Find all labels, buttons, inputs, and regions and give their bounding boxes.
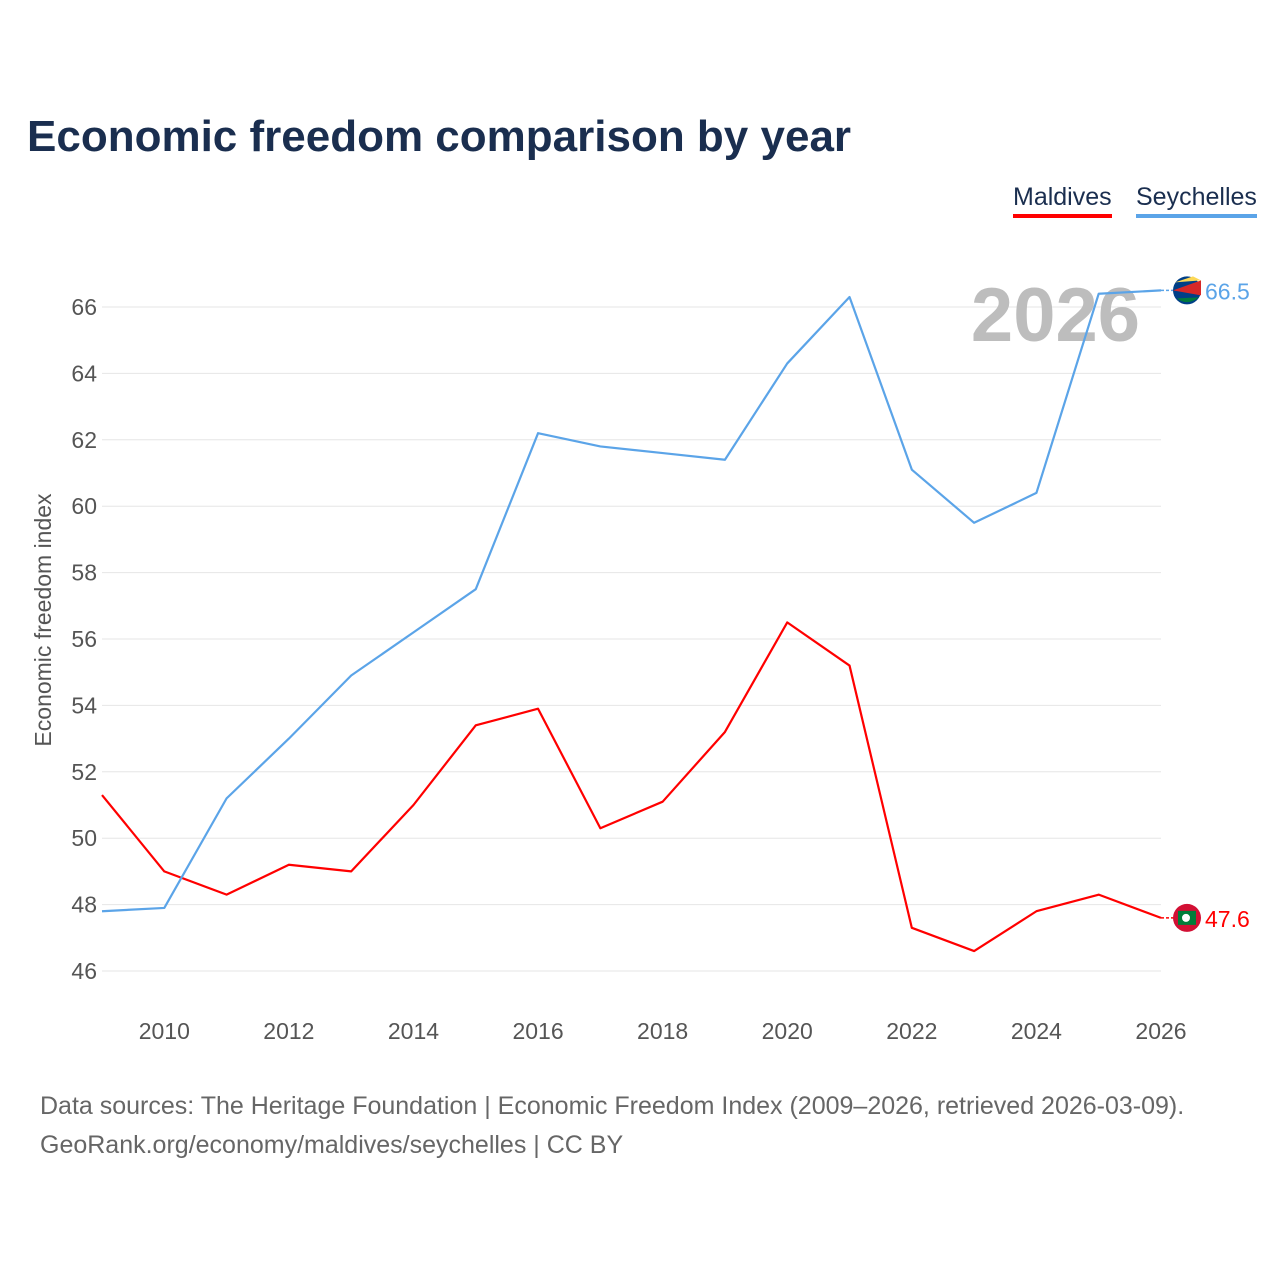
y-axis-label: Economic freedom index [30,493,56,747]
y-tick-label: 48 [71,892,97,918]
flag-icon-stripe [1173,280,1201,296]
flag-icon-stripe [1177,297,1199,303]
year-watermark: 2026 [971,273,1140,358]
x-tick-label: 2012 [263,1018,314,1044]
source-note: Data sources: The Heritage Foundation | … [40,1087,1184,1165]
y-tick-label: 66 [71,294,97,320]
flag-icon-crescent [1182,913,1190,922]
x-tick-label: 2018 [637,1018,688,1044]
y-tick-label: 50 [71,825,97,851]
end-value-label-seychelles: 66.5 [1205,278,1250,304]
y-tick-label: 64 [71,360,97,386]
y-tick-label: 52 [71,759,97,785]
x-tick-label: 2024 [1011,1018,1062,1044]
y-tick-label: 58 [71,560,97,586]
source-line-2[interactable]: GeoRank.org/economy/maldives/seychelles … [40,1131,624,1159]
y-tick-label: 62 [71,427,97,453]
y-tick-label: 46 [71,958,97,984]
end-value-label-maldives: 47.6 [1205,906,1250,932]
y-tick-label: 54 [71,692,97,718]
legend-maldives[interactable]: Maldives [1013,183,1112,218]
flag-icon-stripe [1175,276,1201,283]
x-tick-label: 2010 [139,1018,190,1044]
x-tick-label: 2022 [886,1018,937,1044]
y-tick-label: 60 [71,493,97,519]
x-tick-label: 2016 [512,1018,563,1044]
source-line-1: Data sources: The Heritage Foundation | … [40,1092,1185,1120]
x-tick-label: 2026 [1135,1018,1186,1044]
legend-seychelles[interactable]: Seychelles [1136,183,1257,218]
x-tick-label: 2014 [388,1018,439,1044]
chart-title: Economic freedom comparison by year [27,112,852,161]
series-line-maldives [101,621,1162,953]
x-tick-label: 2020 [762,1018,813,1044]
y-tick-label: 56 [71,626,97,652]
series-line-seychelles [101,289,1162,913]
